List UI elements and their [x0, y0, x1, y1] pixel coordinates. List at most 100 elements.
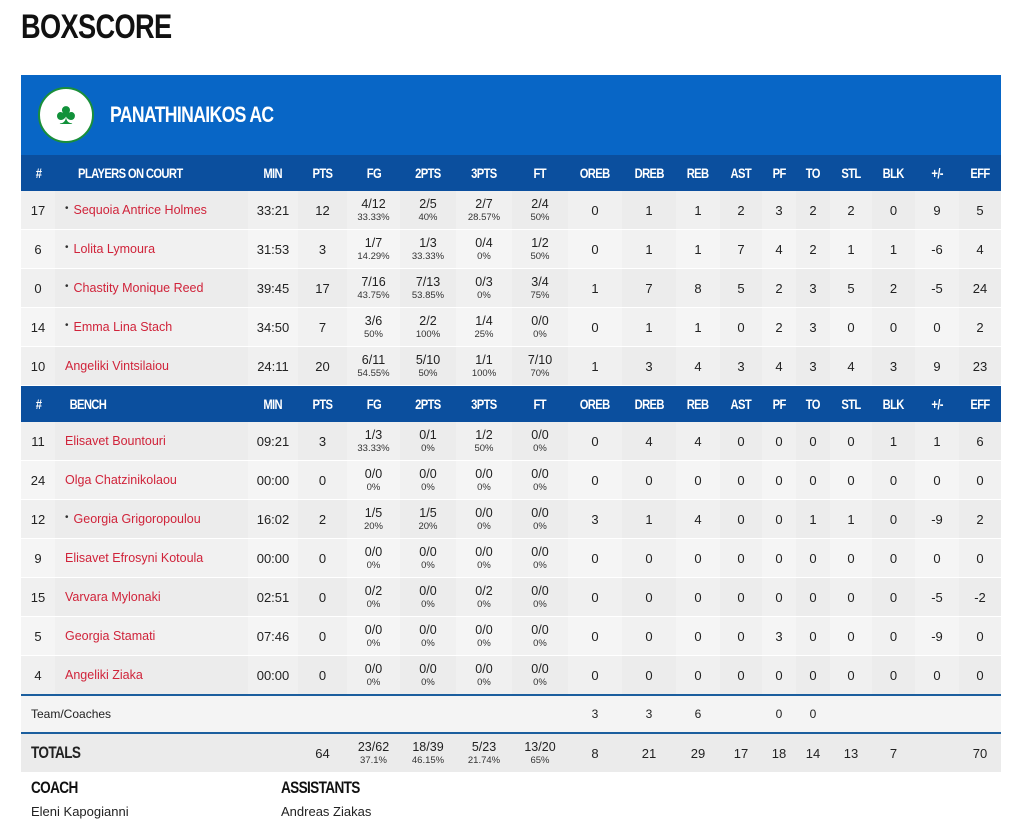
- player-row: 6 • Lolita Lymoura 31:53 3 1/7 14.29% 1/3 33.33%…: [21, 229, 1001, 269]
- stat-ft: 0/0 0%: [512, 499, 568, 539]
- stat-ast: 0: [720, 499, 762, 539]
- stat-eff: 0: [959, 616, 1001, 656]
- stat-blk: 0: [872, 616, 915, 656]
- total-eff: 70: [959, 732, 1001, 772]
- percentage: 75%: [530, 290, 550, 301]
- made-attempted: 7/13: [415, 275, 441, 289]
- starter-marker-icon: •: [65, 203, 69, 214]
- stat-stl: 1: [830, 229, 872, 269]
- player-link[interactable]: Elisavet Efrosyni Kotoula: [65, 551, 204, 565]
- made-attempted: 0/0: [419, 623, 437, 637]
- stat-pm: 0: [915, 460, 959, 500]
- percentage: 20%: [418, 521, 438, 532]
- stat-ft: 0/0 0%: [512, 307, 568, 347]
- stat-ft: 0/0 0%: [512, 422, 568, 461]
- made-attempted: 0/0: [364, 467, 383, 481]
- total-pts: 64: [298, 732, 347, 772]
- column-header: AST: [720, 385, 762, 422]
- team-stat-dreb: 3: [622, 694, 676, 733]
- stat-pm: -9: [915, 616, 959, 656]
- made-attempted: 0/0: [419, 545, 437, 559]
- stat-pf: 4: [762, 346, 796, 386]
- player-link[interactable]: Emma Lina Stach: [73, 320, 173, 334]
- player-link[interactable]: Angeliki Vintsilaiou: [65, 359, 169, 373]
- stat-to: 0: [796, 577, 830, 617]
- stat-reb: 1: [676, 307, 720, 347]
- stat-to: 2: [796, 229, 830, 269]
- player-link[interactable]: Georgia Grigoropoulou: [73, 512, 201, 526]
- player-link[interactable]: Elisavet Bountouri: [65, 434, 166, 448]
- stat-blk: 3: [872, 346, 915, 386]
- player-link[interactable]: Sequoia Antrice Holmes: [73, 203, 207, 217]
- stat-fg: 0/2 0%: [347, 577, 400, 617]
- stat-eff: 23: [959, 346, 1001, 386]
- percentage: 50%: [530, 251, 550, 262]
- percentage: 40%: [418, 212, 438, 223]
- player-name-cell: Angeliki Ziaka: [55, 655, 248, 696]
- stat-pm: 0: [915, 307, 959, 347]
- made-attempted: 0/0: [364, 662, 383, 676]
- stat-pts: 0: [298, 616, 347, 656]
- made-attempted: 0/1: [419, 428, 437, 442]
- percentage: 0%: [533, 443, 547, 454]
- stat-min: 07:46: [248, 616, 298, 656]
- percentage: 0%: [477, 560, 491, 571]
- stat-ft: 3/4 75%: [512, 268, 568, 308]
- stat-eff: 0: [959, 460, 1001, 500]
- starter-marker-icon: •: [65, 242, 69, 253]
- stat-ft: 0/0 0%: [512, 577, 568, 617]
- stat-fg: 0/0 0%: [347, 460, 400, 500]
- percentage: 0%: [421, 677, 435, 688]
- stat-fg: 0/0 0%: [347, 616, 400, 656]
- player-link[interactable]: Lolita Lymoura: [73, 242, 156, 256]
- made-attempted: 0/0: [531, 623, 549, 637]
- stat-fg: 7/16 43.75%: [347, 268, 400, 308]
- column-header: DREB: [622, 385, 676, 422]
- column-header: DREB: [622, 155, 676, 191]
- team-header: ♣ PANATHINAIKOS AC: [21, 75, 1001, 155]
- made-attempted: 1/2: [531, 236, 549, 250]
- shamrock-icon: ♣: [46, 95, 86, 135]
- stat-blk: 0: [872, 538, 915, 578]
- made-attempted: 0/0: [531, 662, 549, 676]
- stat-to: 3: [796, 268, 830, 308]
- column-header: AST: [720, 155, 762, 191]
- column-header: MIN: [248, 155, 298, 191]
- team-name[interactable]: PANATHINAIKOS AC: [110, 102, 274, 127]
- player-link[interactable]: Varvara Mylonaki: [65, 590, 161, 604]
- stat-eff: 6: [959, 422, 1001, 461]
- player-link[interactable]: Georgia Stamati: [65, 629, 156, 643]
- player-link[interactable]: Chastity Monique Reed: [73, 281, 204, 295]
- column-header-row: # BENCH MIN PTS FG 2PTS 3PTS FT OREB DREB REB AST PF…: [21, 385, 1001, 422]
- made-attempted: 6/11: [361, 353, 386, 367]
- stat-pm: 0: [915, 655, 959, 696]
- percentage: 50%: [530, 212, 550, 223]
- jersey-number: 6: [21, 229, 55, 269]
- player-link[interactable]: Angeliki Ziaka: [65, 668, 143, 682]
- stat-ast: 3: [720, 346, 762, 386]
- stat-ast: 0: [720, 655, 762, 696]
- made-attempted: 0/0: [531, 545, 549, 559]
- made-attempted: 0/0: [419, 662, 437, 676]
- column-header: 3PTS: [456, 385, 512, 422]
- player-link[interactable]: Olga Chatzinikolaou: [65, 473, 177, 487]
- column-header: BENCH: [55, 385, 248, 422]
- stat-p2: 0/1 0%: [400, 422, 456, 461]
- percentage: 100%: [415, 329, 441, 340]
- stat-ft: 0/0 0%: [512, 538, 568, 578]
- percentage: 33.33%: [411, 251, 445, 262]
- made-attempted: 1/7: [364, 236, 383, 250]
- stat-stl: 0: [830, 307, 872, 347]
- stat-ast: 0: [720, 577, 762, 617]
- total-min: [248, 732, 298, 772]
- stat-pts: 0: [298, 460, 347, 500]
- stat-pts: 17: [298, 268, 347, 308]
- stat-eff: 24: [959, 268, 1001, 308]
- column-header: #: [21, 385, 55, 422]
- stat-fg: 3/6 50%: [347, 307, 400, 347]
- made-attempted: 0/4: [475, 236, 493, 250]
- percentage: 70%: [530, 368, 550, 379]
- stat-stl: 0: [830, 460, 872, 500]
- stat-eff: 4: [959, 229, 1001, 269]
- stat-reb: 0: [676, 616, 720, 656]
